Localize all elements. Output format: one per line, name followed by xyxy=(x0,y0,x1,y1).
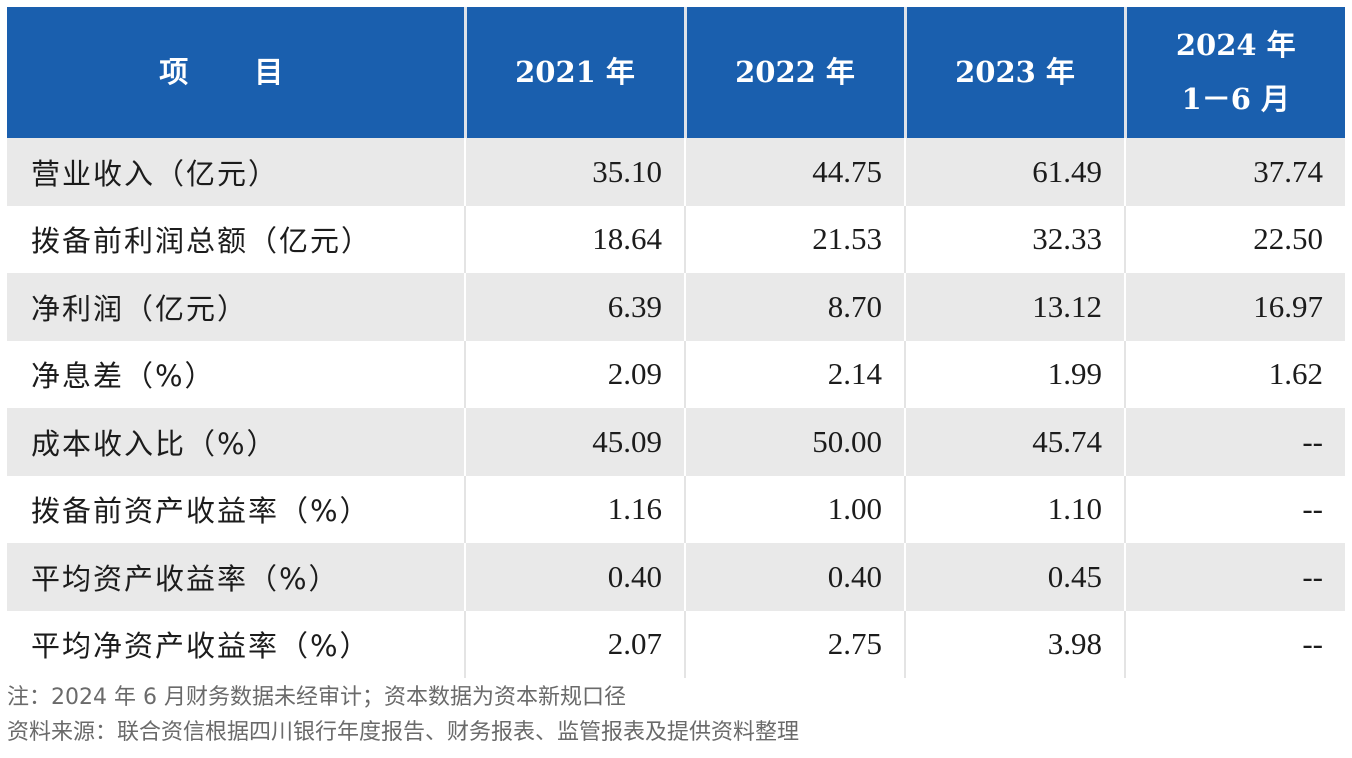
row-label: 拨备前资产收益率（%） xyxy=(7,475,465,543)
cell-value: 45.09 xyxy=(464,408,685,476)
table-row: 净利润（亿元） 6.39 8.70 13.12 16.97 xyxy=(7,273,1345,341)
row-label: 营业收入（亿元） xyxy=(7,138,465,206)
table-body: 营业收入（亿元） 35.10 44.75 61.49 37.74 拨备前利润总额… xyxy=(7,138,1345,678)
header-2022: 2022 年 xyxy=(683,7,905,138)
table-row: 营业收入（亿元） 35.10 44.75 61.49 37.74 xyxy=(7,138,1345,206)
cell-value: 1.16 xyxy=(464,475,685,543)
cell-value: -- xyxy=(1124,610,1345,678)
cell-value: 44.75 xyxy=(684,138,905,206)
cell-value: 2.14 xyxy=(684,340,905,408)
cell-value: 0.40 xyxy=(464,543,685,611)
cell-value: 18.64 xyxy=(464,205,685,273)
row-label: 成本收入比（%） xyxy=(7,408,465,476)
cell-value: 3.98 xyxy=(904,610,1125,678)
header-2024h1: 2024 年 1－6 月 xyxy=(1123,7,1345,138)
table-row: 成本收入比（%） 45.09 50.00 45.74 -- xyxy=(7,408,1345,476)
cell-value: 0.45 xyxy=(904,543,1125,611)
header-2024h1-period: 1－6 月 xyxy=(1181,81,1290,116)
header-2021: 2021 年 xyxy=(463,7,685,138)
footnote-source: 资料来源：联合资信根据四川银行年度报告、财务报表、监管报表及提供资料整理 xyxy=(7,720,800,745)
header-item: 项 目 xyxy=(7,7,465,138)
cell-value: 45.74 xyxy=(904,408,1125,476)
table-row: 平均资产收益率（%） 0.40 0.40 0.45 -- xyxy=(7,543,1345,611)
cell-value: 16.97 xyxy=(1124,273,1345,341)
cell-value: 37.74 xyxy=(1124,138,1345,206)
cell-value: 2.75 xyxy=(684,610,905,678)
header-2023: 2023 年 xyxy=(903,7,1125,138)
cell-value: -- xyxy=(1124,475,1345,543)
header-2024h1-year: 2024 年 xyxy=(1175,27,1296,62)
cell-value: 2.07 xyxy=(464,610,685,678)
footnote-note: 注：2024 年 6 月财务数据未经审计；资本数据为资本新规口径 xyxy=(7,685,626,710)
cell-value: 50.00 xyxy=(684,408,905,476)
table-row: 净息差（%） 2.09 2.14 1.99 1.62 xyxy=(7,340,1345,408)
cell-value: 2.09 xyxy=(464,340,685,408)
cell-value: 35.10 xyxy=(464,138,685,206)
header-2022-label: 2022 年 xyxy=(735,54,855,89)
row-label: 拨备前利润总额（亿元） xyxy=(7,205,465,273)
cell-value: 8.70 xyxy=(684,273,905,341)
cell-value: 32.33 xyxy=(904,205,1125,273)
header-2021-label: 2021 年 xyxy=(515,54,635,89)
cell-value: 13.12 xyxy=(904,273,1125,341)
cell-value: -- xyxy=(1124,543,1345,611)
cell-value: 21.53 xyxy=(684,205,905,273)
table-row: 拨备前资产收益率（%） 1.16 1.00 1.10 -- xyxy=(7,475,1345,543)
table-header: 项 目 2021 年 2022 年 2023 年 2024 年 1－6 月 xyxy=(7,7,1345,138)
cell-value: 0.40 xyxy=(684,543,905,611)
table-footnotes: 注：2024 年 6 月财务数据未经审计；资本数据为资本新规口径 资料来源：联合… xyxy=(7,680,799,750)
cell-value: 22.50 xyxy=(1124,205,1345,273)
cell-value: 1.62 xyxy=(1124,340,1345,408)
cell-value: 61.49 xyxy=(904,138,1125,206)
row-label: 平均资产收益率（%） xyxy=(7,543,465,611)
table-row: 拨备前利润总额（亿元） 18.64 21.53 32.33 22.50 xyxy=(7,205,1345,273)
cell-value: 1.99 xyxy=(904,340,1125,408)
header-2023-label: 2023 年 xyxy=(955,54,1075,89)
cell-value: 1.10 xyxy=(904,475,1125,543)
row-label: 平均净资产收益率（%） xyxy=(7,610,465,678)
row-label: 净利润（亿元） xyxy=(7,273,465,341)
cell-value: 6.39 xyxy=(464,273,685,341)
financial-table: 项 目 2021 年 2022 年 2023 年 2024 年 1－6 月 营业… xyxy=(7,7,1345,678)
cell-value: 1.00 xyxy=(684,475,905,543)
cell-value: -- xyxy=(1124,408,1345,476)
table-row: 平均净资产收益率（%） 2.07 2.75 3.98 -- xyxy=(7,610,1345,678)
header-item-label: 项 目 xyxy=(159,54,312,89)
header-row: 项 目 2021 年 2022 年 2023 年 2024 年 1－6 月 xyxy=(7,7,1345,138)
row-label: 净息差（%） xyxy=(7,340,465,408)
